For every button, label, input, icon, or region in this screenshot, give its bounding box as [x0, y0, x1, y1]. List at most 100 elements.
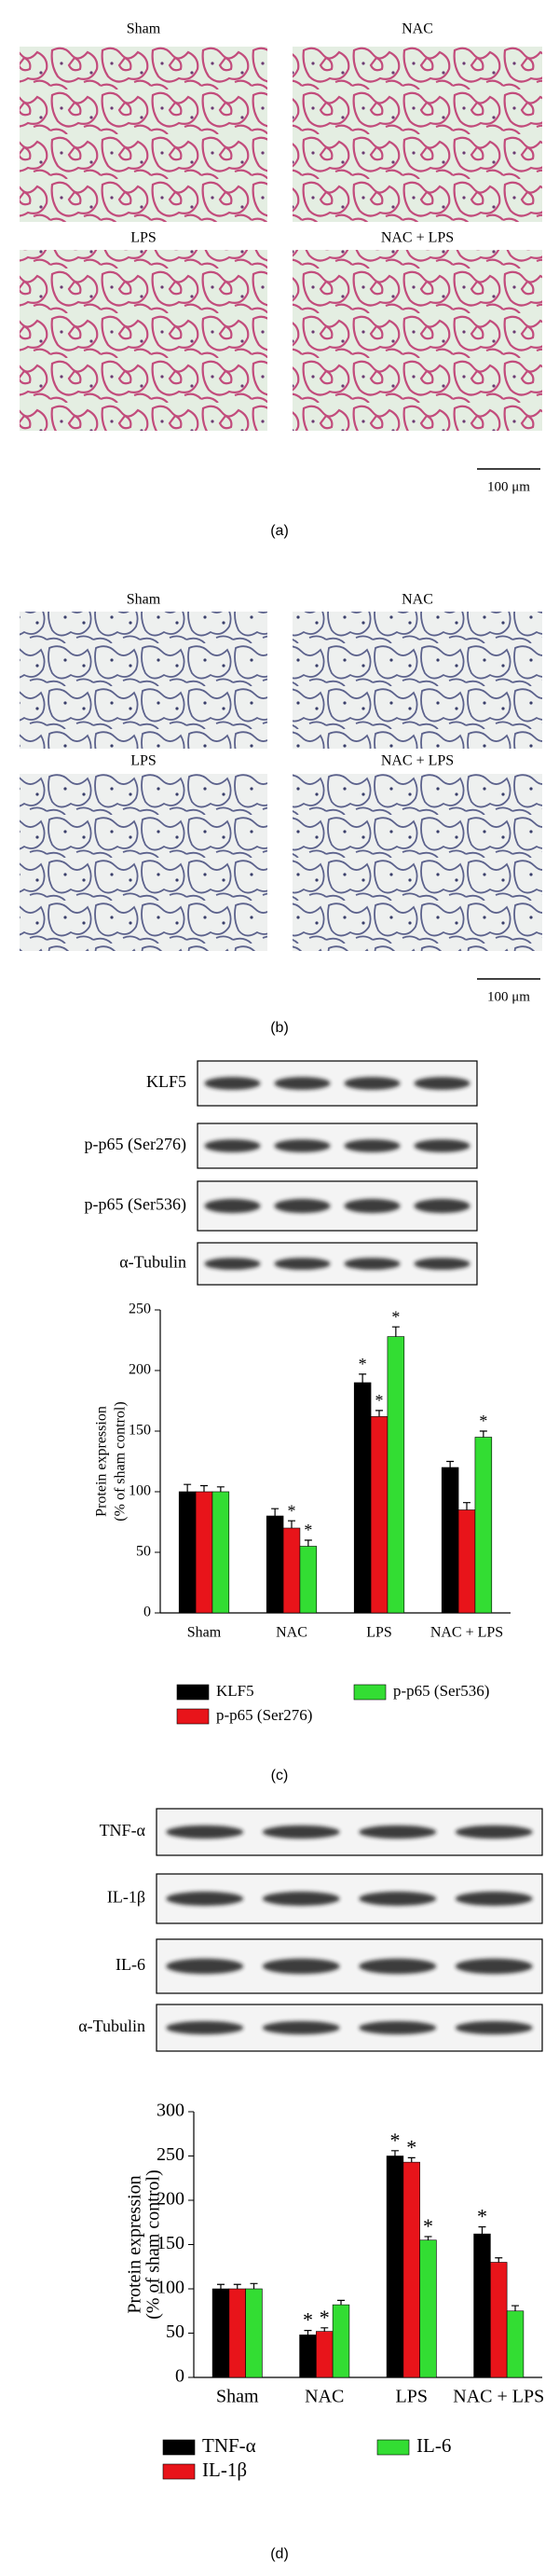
image-label: Sham: [127, 592, 161, 608]
image-label: LPS: [130, 753, 157, 769]
bar: [282, 1527, 301, 1614]
legend-swatch: [176, 1708, 210, 1725]
y-axis-label: Protein expression: [125, 2175, 145, 2313]
legend-swatch: [162, 2439, 196, 2456]
micrograph: [20, 250, 267, 431]
micrograph: [20, 774, 267, 951]
blot-band: [359, 1891, 437, 1907]
y-tick-label: 300: [157, 2101, 184, 2121]
y-tick-label: 100: [129, 1483, 151, 1499]
y-axis-label: Protein expression: [94, 1406, 110, 1517]
panel-caption: (b): [270, 1020, 289, 1036]
legend-label: IL-6: [416, 2434, 451, 2457]
bar: [419, 2239, 437, 2378]
image-label: NAC + LPS: [381, 230, 454, 246]
y-tick-label: 250: [129, 1302, 151, 1317]
legend-swatch: [162, 2463, 196, 2480]
blot-band: [274, 1198, 331, 1214]
significance-marker: *: [389, 2128, 400, 2152]
error-bar: [424, 2236, 432, 2240]
error-bar: [479, 1430, 487, 1438]
blot-band: [455, 2020, 533, 2035]
scale-bar-label: 100 μm: [487, 479, 530, 494]
error-bar: [337, 2299, 346, 2306]
error-bar: [446, 1460, 455, 1467]
significance-marker: *: [303, 2308, 313, 2332]
x-tick-label: NAC: [305, 2387, 344, 2407]
blot-label: KLF5: [146, 1072, 186, 1091]
error-bar: [304, 1539, 312, 1547]
blot-label: p-p65 (Ser536): [85, 1195, 186, 1215]
image-label: NAC: [402, 21, 433, 37]
blot-band: [359, 1825, 437, 1839]
bar: [441, 1467, 459, 1614]
error-bar: [216, 1486, 225, 1492]
y-tick-label: 250: [157, 2144, 184, 2165]
legend-label: TNF-α: [202, 2434, 256, 2457]
significance-marker: *: [304, 1521, 312, 1539]
blot-label: IL-1β: [107, 1888, 145, 1907]
y-tick-label: 0: [143, 1605, 151, 1620]
blot-band: [166, 1825, 244, 1839]
x-tick-label: NAC + LPS: [430, 1625, 503, 1641]
blot-band: [274, 1077, 331, 1090]
x-tick-label: Sham: [216, 2387, 259, 2407]
blot-band: [166, 1958, 244, 1975]
blot-band: [344, 1077, 401, 1090]
blot-band: [359, 2020, 437, 2035]
significance-marker: *: [320, 2306, 330, 2329]
y-tick-label: 200: [129, 1362, 151, 1378]
bar: [316, 2331, 334, 2378]
micrograph: [293, 47, 542, 222]
x-tick-label: LPS: [396, 2387, 428, 2407]
bar: [266, 1515, 284, 1614]
error-bar: [407, 2156, 416, 2163]
bar: [245, 2288, 263, 2378]
bar: [353, 1382, 372, 1614]
y-tick-label: 0: [175, 2366, 184, 2387]
blot-band: [204, 1139, 261, 1152]
blot-band: [414, 1077, 470, 1090]
bar: [474, 1437, 493, 1614]
blot-label: p-p65 (Ser276): [85, 1135, 186, 1154]
blot-band: [274, 1139, 331, 1152]
error-bar: [495, 2257, 503, 2263]
panel-caption: (a): [270, 523, 289, 539]
significance-marker: *: [375, 1391, 384, 1410]
significance-marker: *: [477, 2205, 487, 2228]
legend-label: p-p65 (Ser536): [393, 1682, 489, 1700]
x-tick-label: NAC: [276, 1625, 307, 1641]
image-label: NAC + LPS: [381, 753, 454, 769]
y-tick-label: 100: [157, 2278, 184, 2298]
significance-marker: *: [288, 1501, 296, 1520]
panel-caption: (d): [270, 2546, 289, 2562]
error-bar: [304, 2330, 312, 2335]
blot-band: [204, 1198, 261, 1214]
bar: [506, 2310, 525, 2378]
error-bar: [250, 2282, 258, 2289]
significance-marker: *: [359, 1355, 367, 1373]
error-bar: [359, 1373, 367, 1383]
error-bar: [375, 1410, 383, 1417]
bar: [473, 2233, 491, 2378]
bar: [332, 2304, 350, 2378]
error-bar: [184, 1483, 192, 1492]
y-tick-label: 50: [136, 1544, 151, 1560]
blot-band: [166, 1891, 244, 1907]
blot-band: [414, 1139, 470, 1152]
y-tick-label: 200: [157, 2189, 184, 2210]
error-bar: [200, 1484, 208, 1492]
image-label: NAC: [402, 592, 433, 608]
blot-band: [455, 1891, 533, 1907]
legend-swatch: [376, 2439, 410, 2456]
bar: [386, 2156, 404, 2378]
bar: [228, 2288, 246, 2378]
panel-caption: (c): [271, 1768, 289, 1784]
x-tick-label: LPS: [366, 1625, 392, 1641]
legend-label: IL-1β: [202, 2459, 247, 2481]
blot-band: [274, 1258, 331, 1270]
bar: [299, 2335, 317, 2378]
error-bar: [216, 2283, 225, 2289]
bar: [299, 1546, 318, 1614]
